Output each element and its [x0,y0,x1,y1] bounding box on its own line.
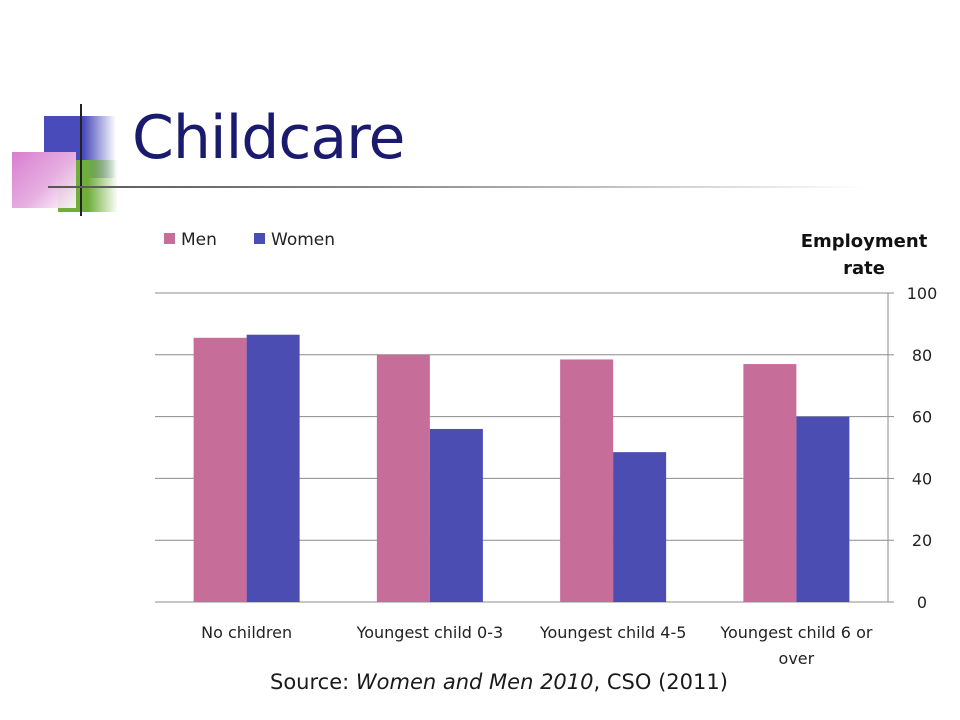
slide-title: Childcare [132,103,405,173]
source-suffix: , CSO (2011) [593,670,728,694]
bar-women [429,428,483,602]
legend-swatch-women [254,233,265,244]
bar-women [796,416,850,602]
bar-men [560,359,614,602]
source-note: Source: Women and Men 2010, CSO (2011) [270,670,728,694]
y-axis-title: rate [843,258,885,279]
x-category-label: Youngest child 4-5 [539,623,687,642]
source-prefix: Source: [270,670,356,694]
bar-men [193,337,247,602]
legend-label-men: Men [181,230,217,250]
bar-men [376,354,430,602]
y-tick-label: 0 [917,593,927,612]
source-publication: Women and Men 2010 [355,670,594,694]
bar-women [246,334,300,602]
bar-men [743,364,797,602]
legend-swatch-men [164,233,175,244]
decor-vertical-line [80,104,82,216]
decor-pink-square [12,152,76,208]
y-axis-title: Employment [801,231,928,252]
decor-horizontal-line [48,186,868,188]
legend-label-women: Women [271,230,335,250]
bar-women [613,452,667,602]
y-tick-label: 100 [907,284,938,303]
y-tick-label: 20 [912,531,932,550]
x-category-label: Youngest child 0-3 [356,623,504,642]
x-category-label: No children [201,623,292,642]
y-tick-label: 40 [912,469,932,488]
x-category-label: Youngest child 6 or [719,623,873,642]
x-category-label: over [779,649,815,668]
y-tick-label: 80 [912,346,932,365]
y-tick-label: 60 [912,408,932,427]
